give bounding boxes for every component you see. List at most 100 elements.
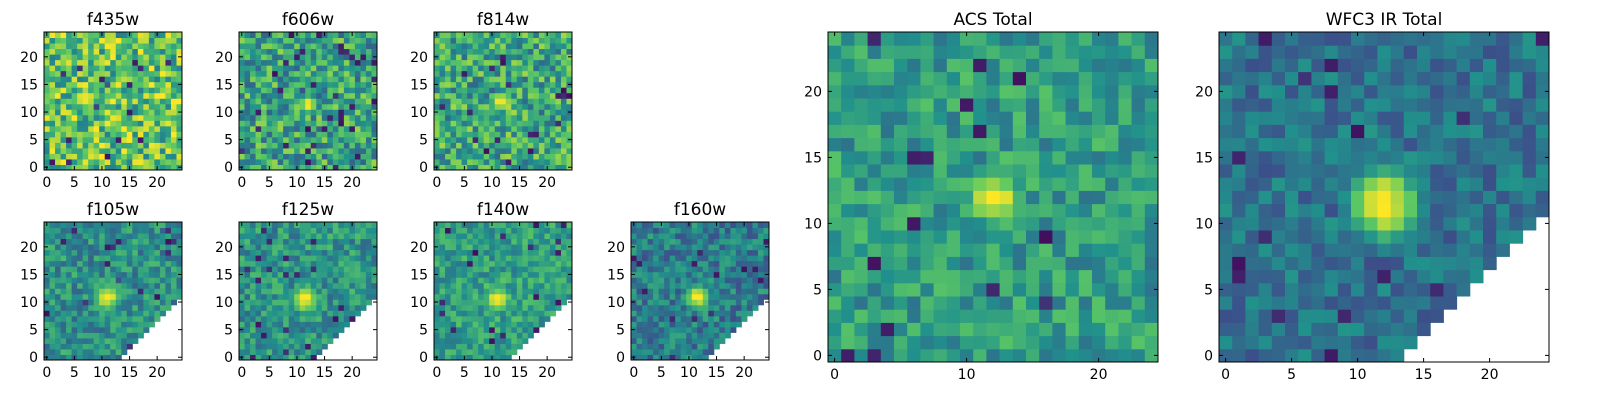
pixel-cell [636,299,643,306]
pixel-cell [907,296,921,310]
pixel-cell [288,288,295,295]
pixel-cell [55,282,62,289]
pixel-cell [60,103,67,110]
pixel-cell [60,293,67,300]
pixel-cell [450,348,457,355]
pixel-cell [735,277,742,284]
pixel-cell [555,164,562,171]
pixel-cell [478,282,485,289]
pixel-cell [294,153,301,160]
pixel-cell [104,37,111,44]
pixel-cell [60,288,67,295]
pixel-cell [505,65,512,72]
pixel-cell [255,337,262,344]
pixel-cell [261,48,268,55]
pixel-cell [555,233,562,240]
pixel-cell [456,131,463,138]
pixel-cell [1144,124,1159,139]
pixel-cell [327,288,334,295]
pixel-cell [255,238,262,245]
pixel-cell [467,147,474,154]
pixel-cell [467,343,474,350]
pixel-cell [516,48,523,55]
pixel-cell [439,299,446,306]
pixel-cell [338,98,345,105]
pixel-cell [316,59,323,66]
pixel-cell [500,76,507,83]
pixel-cell [555,299,562,306]
pixel-cell [483,227,490,234]
pixel-cell [560,125,567,132]
pixel-cell [741,249,748,256]
pixel-cell [310,103,317,110]
pixel-cell [305,147,312,154]
pixel-cell [494,288,501,295]
pixel-cell [697,315,704,322]
pixel-cell [71,244,78,251]
pixel-cell [647,332,654,339]
pixel-cell [316,142,323,149]
pixel-cell [165,227,172,234]
pixel-cell [1012,335,1027,350]
pixel-cell [746,238,753,245]
pixel-cell [338,238,345,245]
pixel-cell [450,244,457,251]
pixel-cell [544,153,551,160]
pixel-cell [299,337,306,344]
pixel-cell [299,266,306,273]
pixel-cell [719,222,726,229]
pixel-cell [49,222,56,229]
pixel-cell [176,153,183,160]
pixel-cell [549,271,556,278]
pixel-cell [450,293,457,300]
pixel-cell [544,54,551,61]
pixel-cell [467,249,474,256]
pixel-cell [1078,71,1093,86]
pixel-cell [277,304,284,311]
pixel-cell [365,271,372,278]
pixel-cell [549,98,556,105]
pixel-cell [527,326,534,333]
pixel-cell [283,354,290,361]
pixel-cell [516,54,523,61]
pixel-cell [986,190,1001,205]
pixel-cell [555,304,562,311]
pixel-cell [566,43,573,50]
pixel-cell [647,271,654,278]
pixel-cell [478,354,485,361]
pixel-cell [560,255,567,262]
pixel-cell [305,233,312,240]
pixel-cell [250,43,257,50]
pixel-cell [1092,269,1106,284]
pixel-cell [702,354,709,361]
pixel-cell [283,288,290,295]
pixel-cell [349,153,356,160]
pixel-cell [143,114,150,121]
pixel-cell [343,87,350,94]
pixel-cell [702,282,709,289]
pixel-cell [516,70,523,77]
pixel-cell [752,304,759,311]
pixel-cell [973,124,987,139]
pixel-grid [828,32,1159,363]
pixel-cell [1039,124,1053,139]
pixel-cell [461,48,468,55]
pixel-cell [1012,203,1027,218]
pixel-cell [724,326,731,333]
pixel-cell [544,244,551,251]
pixel-cell [299,43,306,50]
pixel-cell [371,249,378,256]
pixel-cell [999,71,1014,86]
pixel-cell [664,326,671,333]
pixel-cell [170,244,177,251]
pixel-cell [354,109,361,116]
pixel-cell [1012,243,1027,257]
pixel-cell [653,304,660,311]
pixel-cell [724,266,731,273]
pixel-cell [299,321,306,328]
pixel-cell [516,227,523,234]
pixel-cell [239,153,246,160]
pixel-cell [544,227,551,234]
pixel-cell [115,114,122,121]
